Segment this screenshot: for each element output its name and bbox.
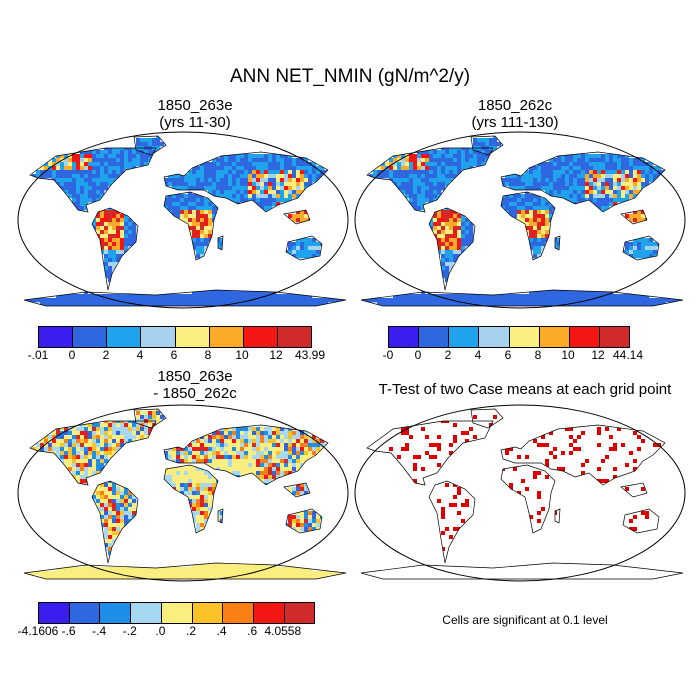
- coastlines: [360, 135, 684, 307]
- colorbar-label: 6: [504, 348, 512, 362]
- colorbar-label: -.4: [92, 624, 107, 638]
- colorbar-label: .2: [185, 624, 197, 638]
- coastlines: [23, 408, 347, 580]
- colorbar-swatch: [508, 327, 539, 347]
- colorbar-label: .0: [155, 624, 166, 638]
- colorbar-swatch: [99, 603, 131, 623]
- map-cells: [361, 136, 683, 306]
- map-border: [17, 131, 349, 309]
- colorbar-label: 2: [102, 348, 110, 362]
- panel-title-case2-line2: (yrs 111-130): [471, 114, 559, 131]
- panel-title-case1: 1850_263e (yrs 11-30): [95, 97, 295, 131]
- panel-title-diff: 1850_263e - 1850_262c: [95, 368, 295, 402]
- colorbar-label: -.2: [122, 624, 137, 638]
- colorbar-label: 12: [269, 348, 283, 362]
- significance-note: Cells are significant at 0.1 level: [442, 613, 608, 627]
- colorbar-label: 44.14: [612, 348, 644, 362]
- coastlines: [360, 408, 684, 580]
- colorbar-swatch: [242, 327, 277, 347]
- colorbar-label: 4: [136, 348, 144, 362]
- map-diff: [17, 404, 349, 582]
- colorbar-label: 43.99: [294, 348, 326, 362]
- colorbar-label: 10: [235, 348, 249, 362]
- colorbar-label: -0: [382, 348, 394, 362]
- colorbar-label: 6: [170, 348, 178, 362]
- colorbar-swatch: [160, 603, 192, 623]
- map-border: [17, 404, 349, 582]
- colorbar-swatch: [598, 327, 629, 347]
- panel-title-diff-line2: - 1850_262c: [153, 385, 237, 402]
- colorbar-label: 8: [534, 348, 542, 362]
- colorbar-label: -.01: [27, 348, 49, 362]
- colorbar-swatch: [389, 327, 419, 347]
- colorbar-label: .4: [216, 624, 227, 638]
- colorbar-swatch: [39, 603, 69, 623]
- colorbar-swatch: [568, 327, 599, 347]
- colorbar-swatch: [538, 327, 569, 347]
- colorbar-swatch: [174, 327, 209, 347]
- colorbar-label: 0: [68, 348, 76, 362]
- map-case1: [17, 131, 349, 309]
- colorbar-swatch: [418, 327, 449, 347]
- colorbar-diff: -4.1606 -.6 -.4 -.2 .0 .2 .4 .6 4.0558: [18, 602, 316, 642]
- colorbar-label: 4: [474, 348, 482, 362]
- map-cells: [24, 136, 346, 306]
- colorbar-swatch: [448, 327, 479, 347]
- colorbar-label: 10: [561, 348, 575, 362]
- map-case2: [354, 131, 686, 309]
- colorbar-swatch: [140, 327, 175, 347]
- panel-title-case1-line1: 1850_263e: [157, 97, 233, 114]
- colorbar-label: -4.1606: [17, 624, 59, 638]
- colorbar-label: 8: [204, 348, 212, 362]
- colorbar-swatch: [39, 327, 73, 347]
- colorbar-case2: -0 0 2 4 6 8 10 12 44.14: [383, 326, 643, 366]
- coastlines: [23, 135, 347, 307]
- colorbar-swatch: [68, 603, 100, 623]
- map-border: [354, 131, 686, 309]
- map-cells: [24, 409, 346, 579]
- colorbar-swatch: [130, 603, 161, 623]
- colorbar-swatch: [276, 327, 311, 347]
- colorbar-swatch: [283, 603, 315, 623]
- colorbar-swatch: [106, 327, 141, 347]
- panel-title-case1-line2: (yrs 11-30): [159, 114, 231, 131]
- map-ttest: [354, 404, 686, 582]
- colorbar-swatch: [252, 603, 284, 623]
- panel-title-case2: 1850_262c (yrs 111-130): [415, 97, 615, 131]
- colorbar-swatch: [222, 603, 253, 623]
- colorbar-label: 0: [414, 348, 422, 362]
- colorbar-swatch: [208, 327, 243, 347]
- figure-title: ANN NET_NMIN (gN/m^2/y): [229, 66, 471, 87]
- colorbar-case1: -.01 0 2 4 6 8 10 12 43.99: [28, 326, 325, 366]
- colorbar-label: 12: [591, 348, 605, 362]
- panel-title-diff-line1: 1850_263e: [157, 368, 233, 385]
- colorbar-label: 2: [444, 348, 452, 362]
- colorbar-swatch: [191, 603, 223, 623]
- colorbar-swatch: [72, 327, 107, 347]
- colorbar-label: .6: [247, 624, 258, 638]
- colorbar-label: 4.0558: [264, 624, 302, 638]
- colorbar-swatch: [478, 327, 509, 347]
- colorbar-label: -.6: [61, 624, 76, 638]
- panel-title-ttest: T-Test of two Case means at each grid po…: [378, 381, 672, 398]
- panel-title-case2-line1: 1850_262c: [477, 97, 553, 114]
- map-border: [354, 404, 686, 582]
- map-cells: [389, 415, 661, 551]
